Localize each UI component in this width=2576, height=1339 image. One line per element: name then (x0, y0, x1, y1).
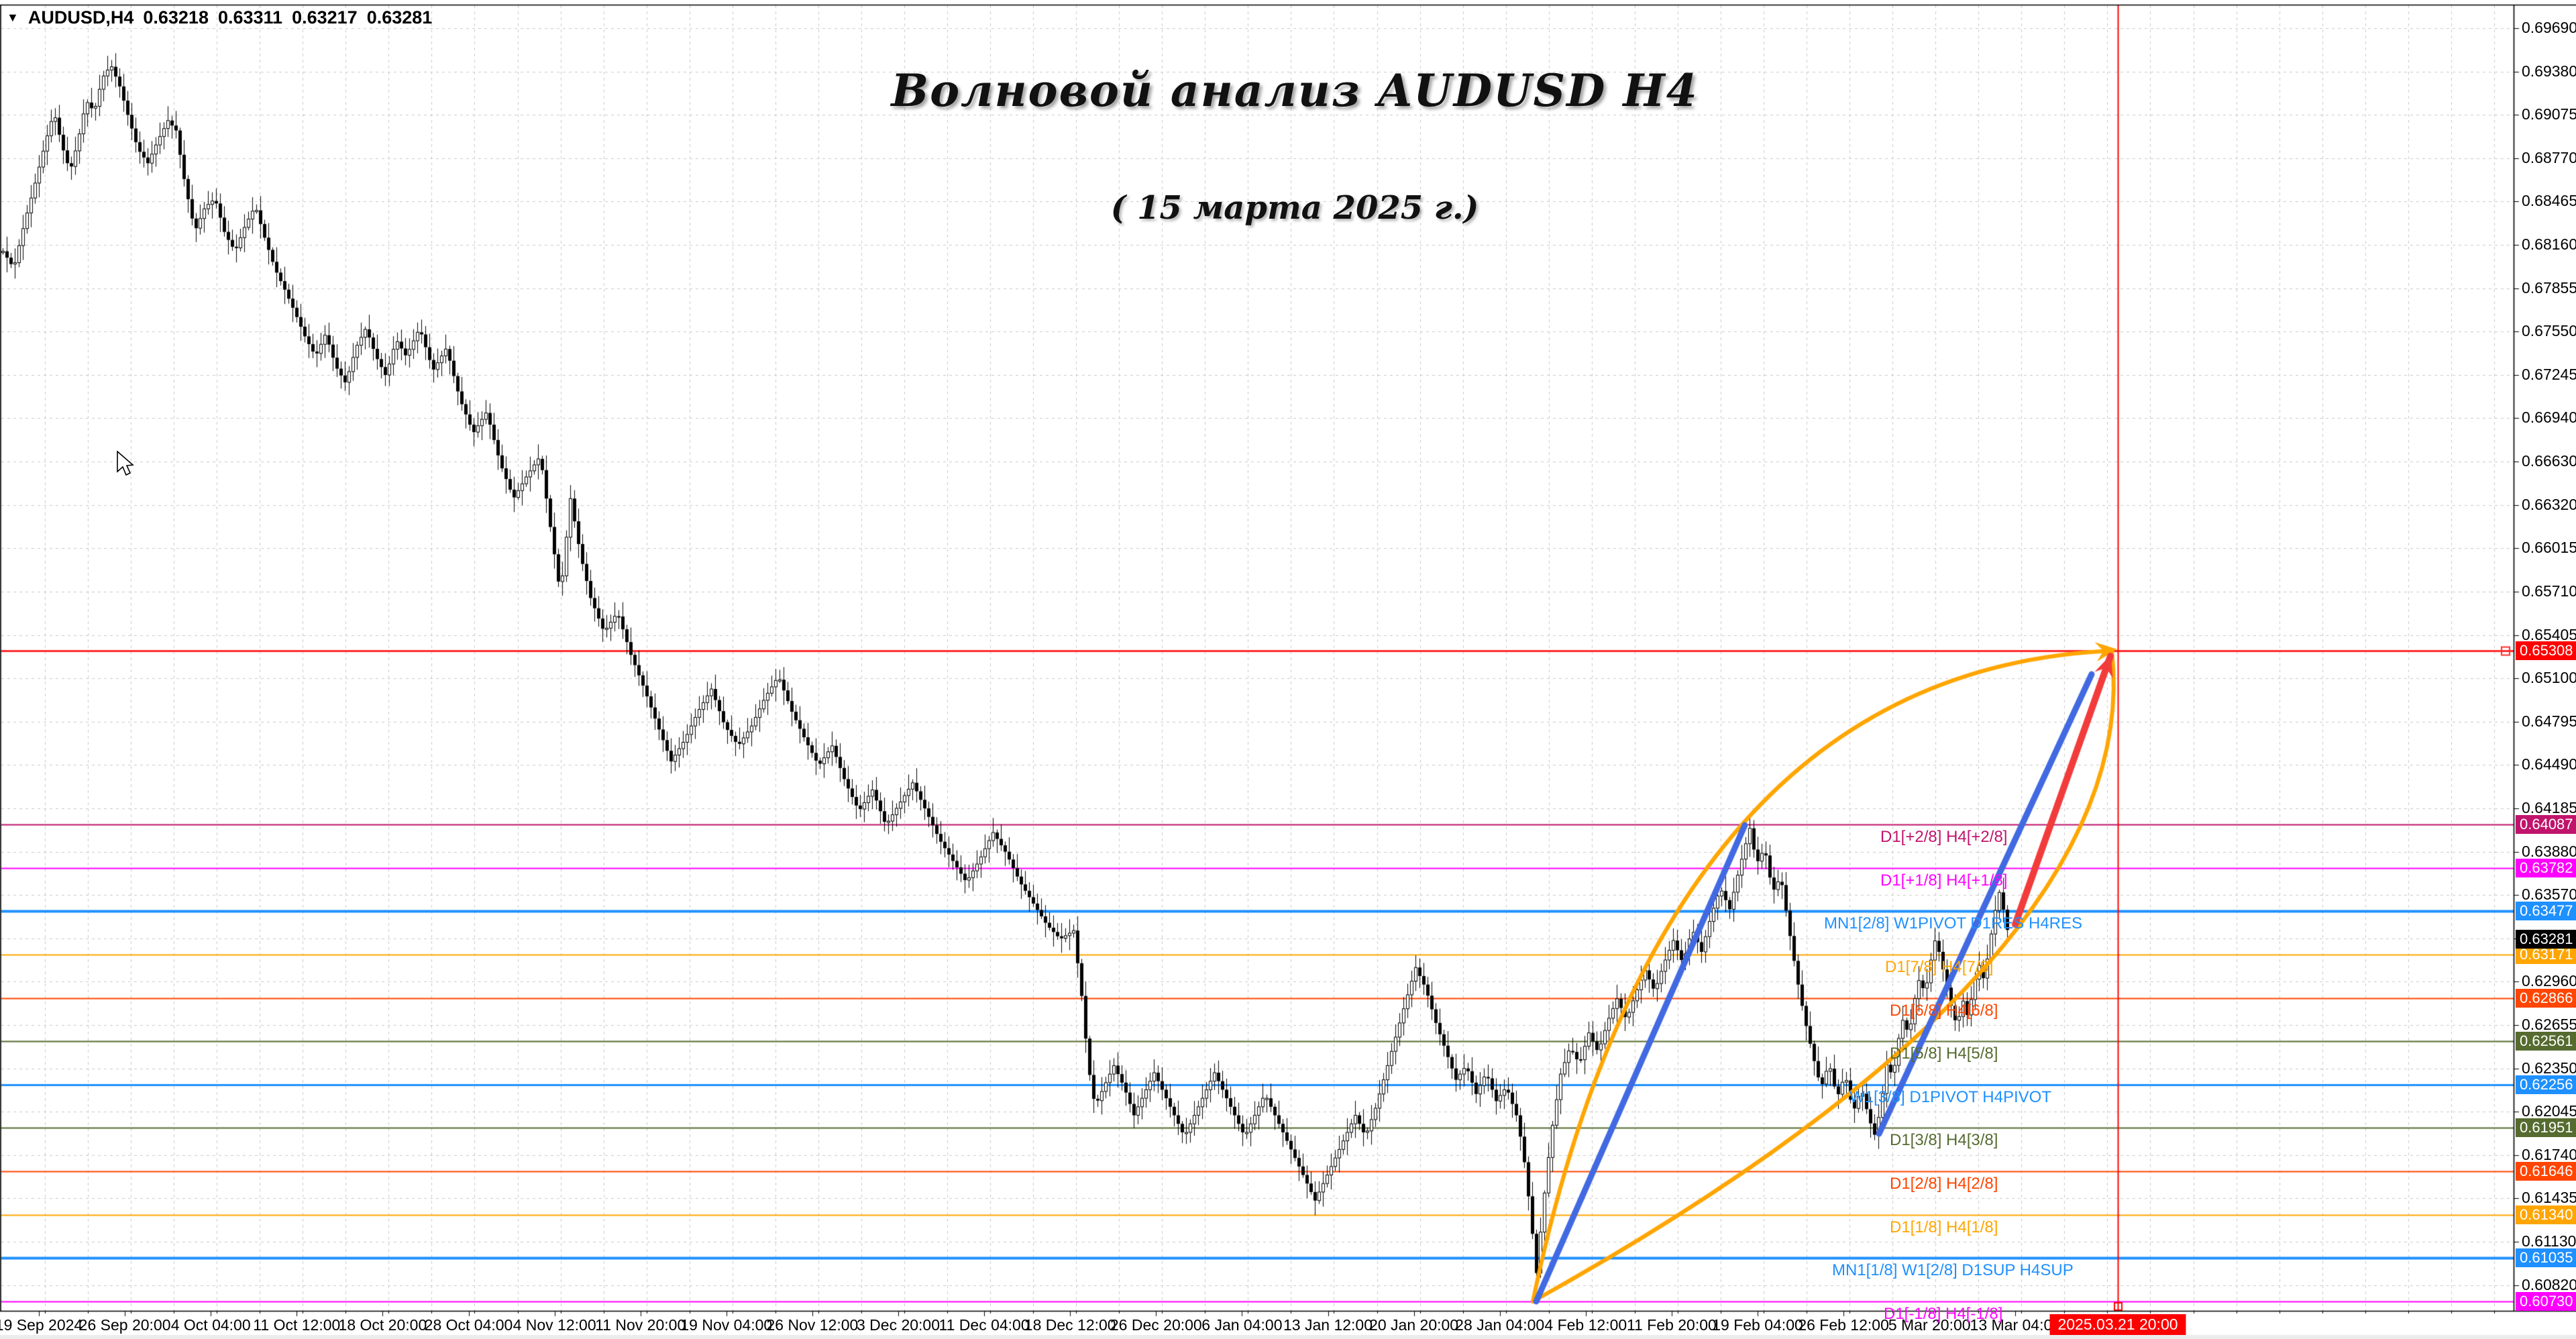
time-axis-label: 4 Feb 12:00 (1544, 1316, 1627, 1334)
time-axis-label: 11 Feb 20:00 (1626, 1316, 1717, 1334)
level-line-label: D1[2/8] H4[2/8] (1890, 1175, 1998, 1193)
level-line-label: D1[+2/8] H4[+2/8] (1880, 827, 2008, 846)
price-level-tag: 0.62866 (2516, 988, 2576, 1008)
level-line-label: D1[3/8] H4[3/8] (1890, 1131, 1998, 1150)
ohlc-low: 0.63217 (292, 7, 358, 28)
time-axis-label: 3 Dec 20:00 (856, 1316, 941, 1334)
symbol-label: AUDUSD,H4 (28, 7, 134, 28)
time-axis-label: 26 Sep 20:00 (78, 1316, 171, 1334)
price-axis-tick: 0.66015 (2522, 539, 2576, 557)
price-axis-tick: 0.66320 (2522, 495, 2576, 513)
time-axis-label: 19 Sep 2024 (0, 1316, 83, 1334)
time-axis-label: 26 Feb 12:00 (1798, 1316, 1889, 1334)
price-level-tag: 0.62256 (2516, 1075, 2576, 1094)
price-axis-tick: 0.64795 (2522, 712, 2576, 730)
price-axis-tick: 0.69690 (2522, 19, 2576, 36)
level-line-label: D1[1/8] H4[1/8] (1890, 1218, 1998, 1236)
time-axis-label: 28 Jan 04:00 (1455, 1316, 1545, 1334)
price-axis-tick: 0.61130 (2522, 1232, 2576, 1250)
level-line-label: D1[6/8] H4[6/8] (1890, 1001, 1998, 1020)
time-axis-label: 18 Dec 12:00 (1024, 1316, 1116, 1334)
time-axis-label: 6 Jan 04:00 (1201, 1316, 1283, 1334)
level-line-label: W1[3/8] D1PIVOT H4PIVOT (1849, 1087, 2051, 1106)
ohlc-open: 0.63218 (143, 7, 209, 28)
time-axis-label: 11 Nov 20:00 (595, 1316, 686, 1334)
price-axis-tick: 0.61740 (2522, 1145, 2576, 1163)
symbol-dropdown-icon[interactable]: ▼ (7, 11, 19, 24)
price-axis-tick: 0.62960 (2522, 972, 2576, 990)
time-axis-label: 11 Dec 04:00 (938, 1316, 1030, 1334)
chart-annotation-title-block: Волновой анализ AUDUSD H4 ( 15 марта 202… (839, 64, 1751, 227)
price-level-tag: 0.63477 (2516, 902, 2576, 921)
level-line-label: D1[7/8] H4[7/8] (1885, 957, 1994, 976)
price-level-tag: 0.64087 (2516, 814, 2576, 834)
price-axis-tick: 0.65100 (2522, 669, 2576, 687)
time-axis-label: 13 Mar 04:00 (1970, 1316, 2061, 1334)
price-axis-tick: 0.69380 (2522, 62, 2576, 80)
price-axis-tick: 0.66630 (2522, 452, 2576, 470)
time-axis-label: 5 Mar 20:00 (1888, 1316, 1971, 1334)
price-axis-tick: 0.67550 (2522, 322, 2576, 340)
time-axis-label: 11 Oct 12:00 (253, 1316, 341, 1334)
time-axis-label: 19 Feb 04:00 (1712, 1316, 1803, 1334)
time-axis-label: 13 Jan 12:00 (1283, 1316, 1373, 1334)
price-level-tag: 0.61646 (2516, 1162, 2576, 1181)
price-axis-tick: 0.68465 (2522, 192, 2576, 210)
ohlc-high: 0.63311 (217, 7, 283, 28)
mouse-cursor-icon (117, 451, 134, 476)
price-axis-tick: 0.66940 (2522, 409, 2576, 427)
level-line-label: D1[-1/8] H4[-1/8] (1884, 1305, 2003, 1324)
time-axis-label: 19 Nov 04:00 (680, 1316, 773, 1334)
price-axis-tick: 0.65710 (2522, 582, 2576, 600)
level-line-label: MN1[1/8] W1[2/8] D1SUP H4SUP (1832, 1261, 2074, 1280)
symbol-header[interactable]: ▼ AUDUSD,H4 0.63218 0.63311 0.63217 0.63… (7, 7, 432, 28)
chart-title: Волновой анализ AUDUSD H4 (891, 64, 1699, 117)
window-bottom-edge (0, 1335, 2576, 1339)
time-axis-label: 26 Nov 12:00 (766, 1316, 859, 1334)
level-line-label: D1[+1/8] H4[+1/8] (1880, 871, 2008, 890)
price-axis-tick: 0.62045 (2522, 1102, 2576, 1120)
ohlc-close: 0.63281 (366, 7, 433, 28)
level-line-label: D1[5/8] H4[5/8] (1890, 1045, 1998, 1063)
time-axis-label: 28 Oct 04:00 (424, 1316, 513, 1334)
price-axis-tick: 0.67245 (2522, 365, 2576, 383)
forecast-price-tag: 0.65308 (2516, 641, 2576, 661)
time-axis-label: 18 Oct 20:00 (338, 1316, 427, 1334)
time-axis-label: 4 Nov 12:00 (513, 1316, 596, 1334)
price-level-tag: 0.61951 (2516, 1118, 2576, 1138)
price-level-tag: 0.61340 (2516, 1205, 2576, 1224)
price-axis-tick: 0.62350 (2522, 1059, 2576, 1077)
price-level-tag: 0.60730 (2516, 1292, 2576, 1311)
price-axis-tick: 0.64185 (2522, 798, 2576, 816)
price-axis-tick: 0.64490 (2522, 755, 2576, 773)
level-line-label: MN1[2/8] W1PIVOT D1RES H4RES (1824, 914, 2083, 933)
time-axis-label: 26 Dec 20:00 (1110, 1316, 1202, 1334)
price-axis-tick: 0.65405 (2522, 625, 2576, 643)
chart-subtitle: ( 15 марта 2025 г.) (1110, 189, 1479, 227)
price-axis-tick: 0.69075 (2522, 105, 2576, 123)
price-level-tag: 0.62561 (2516, 1032, 2576, 1051)
price-axis-tick: 0.62655 (2522, 1016, 2576, 1034)
price-axis-tick: 0.68160 (2522, 235, 2576, 254)
time-axis-label: 4 Oct 04:00 (170, 1316, 251, 1334)
time-axis-label: 20 Jan 20:00 (1369, 1316, 1459, 1334)
price-axis-tick: 0.63570 (2522, 886, 2576, 904)
price-level-tag: 0.63782 (2516, 858, 2576, 877)
current-price-tag: 0.63281 (2516, 929, 2576, 949)
price-level-tag: 0.61035 (2516, 1248, 2576, 1268)
price-axis-tick: 0.60820 (2522, 1275, 2576, 1293)
price-axis-tick: 0.68770 (2522, 148, 2576, 166)
price-axis-tick: 0.61435 (2522, 1189, 2576, 1207)
forecast-date-tag: 2025.03.21 20:00 (2049, 1314, 2186, 1335)
price-axis-tick: 0.67855 (2522, 278, 2576, 297)
price-axis-tick: 0.63880 (2522, 842, 2576, 860)
